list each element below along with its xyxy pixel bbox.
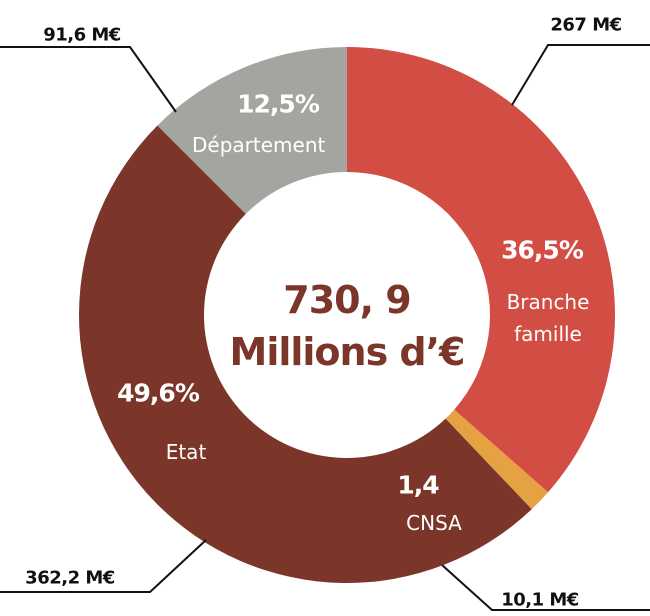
segment-label: Département [192, 133, 326, 157]
leader-line [511, 44, 650, 106]
donut-segment [79, 125, 532, 583]
segment-label: CNSA [406, 511, 462, 535]
amount-label: 267 M€ [550, 14, 622, 36]
segment-label: Branche famille [506, 290, 590, 346]
amount-label: 362,2 M€ [25, 567, 115, 589]
center-title: 730, 9 [283, 278, 411, 322]
donut-segment [347, 47, 615, 493]
center-subtitle: Millions d’€ [229, 330, 466, 374]
segment-label: Etat [165, 440, 207, 464]
leader-line [441, 564, 650, 611]
percent-label: 12,5% [237, 89, 320, 119]
leader-line [0, 539, 207, 593]
donut-segment [157, 46, 347, 214]
percent-label: 36,5% [501, 235, 584, 265]
donut-segment [445, 409, 549, 510]
percent-label: 1,4 [397, 470, 439, 500]
amount-label: 10,1 M€ [501, 589, 579, 611]
percent-label: 49,6% [117, 378, 200, 408]
amount-label: 91,6 M€ [43, 24, 121, 46]
leader-line [0, 46, 177, 113]
